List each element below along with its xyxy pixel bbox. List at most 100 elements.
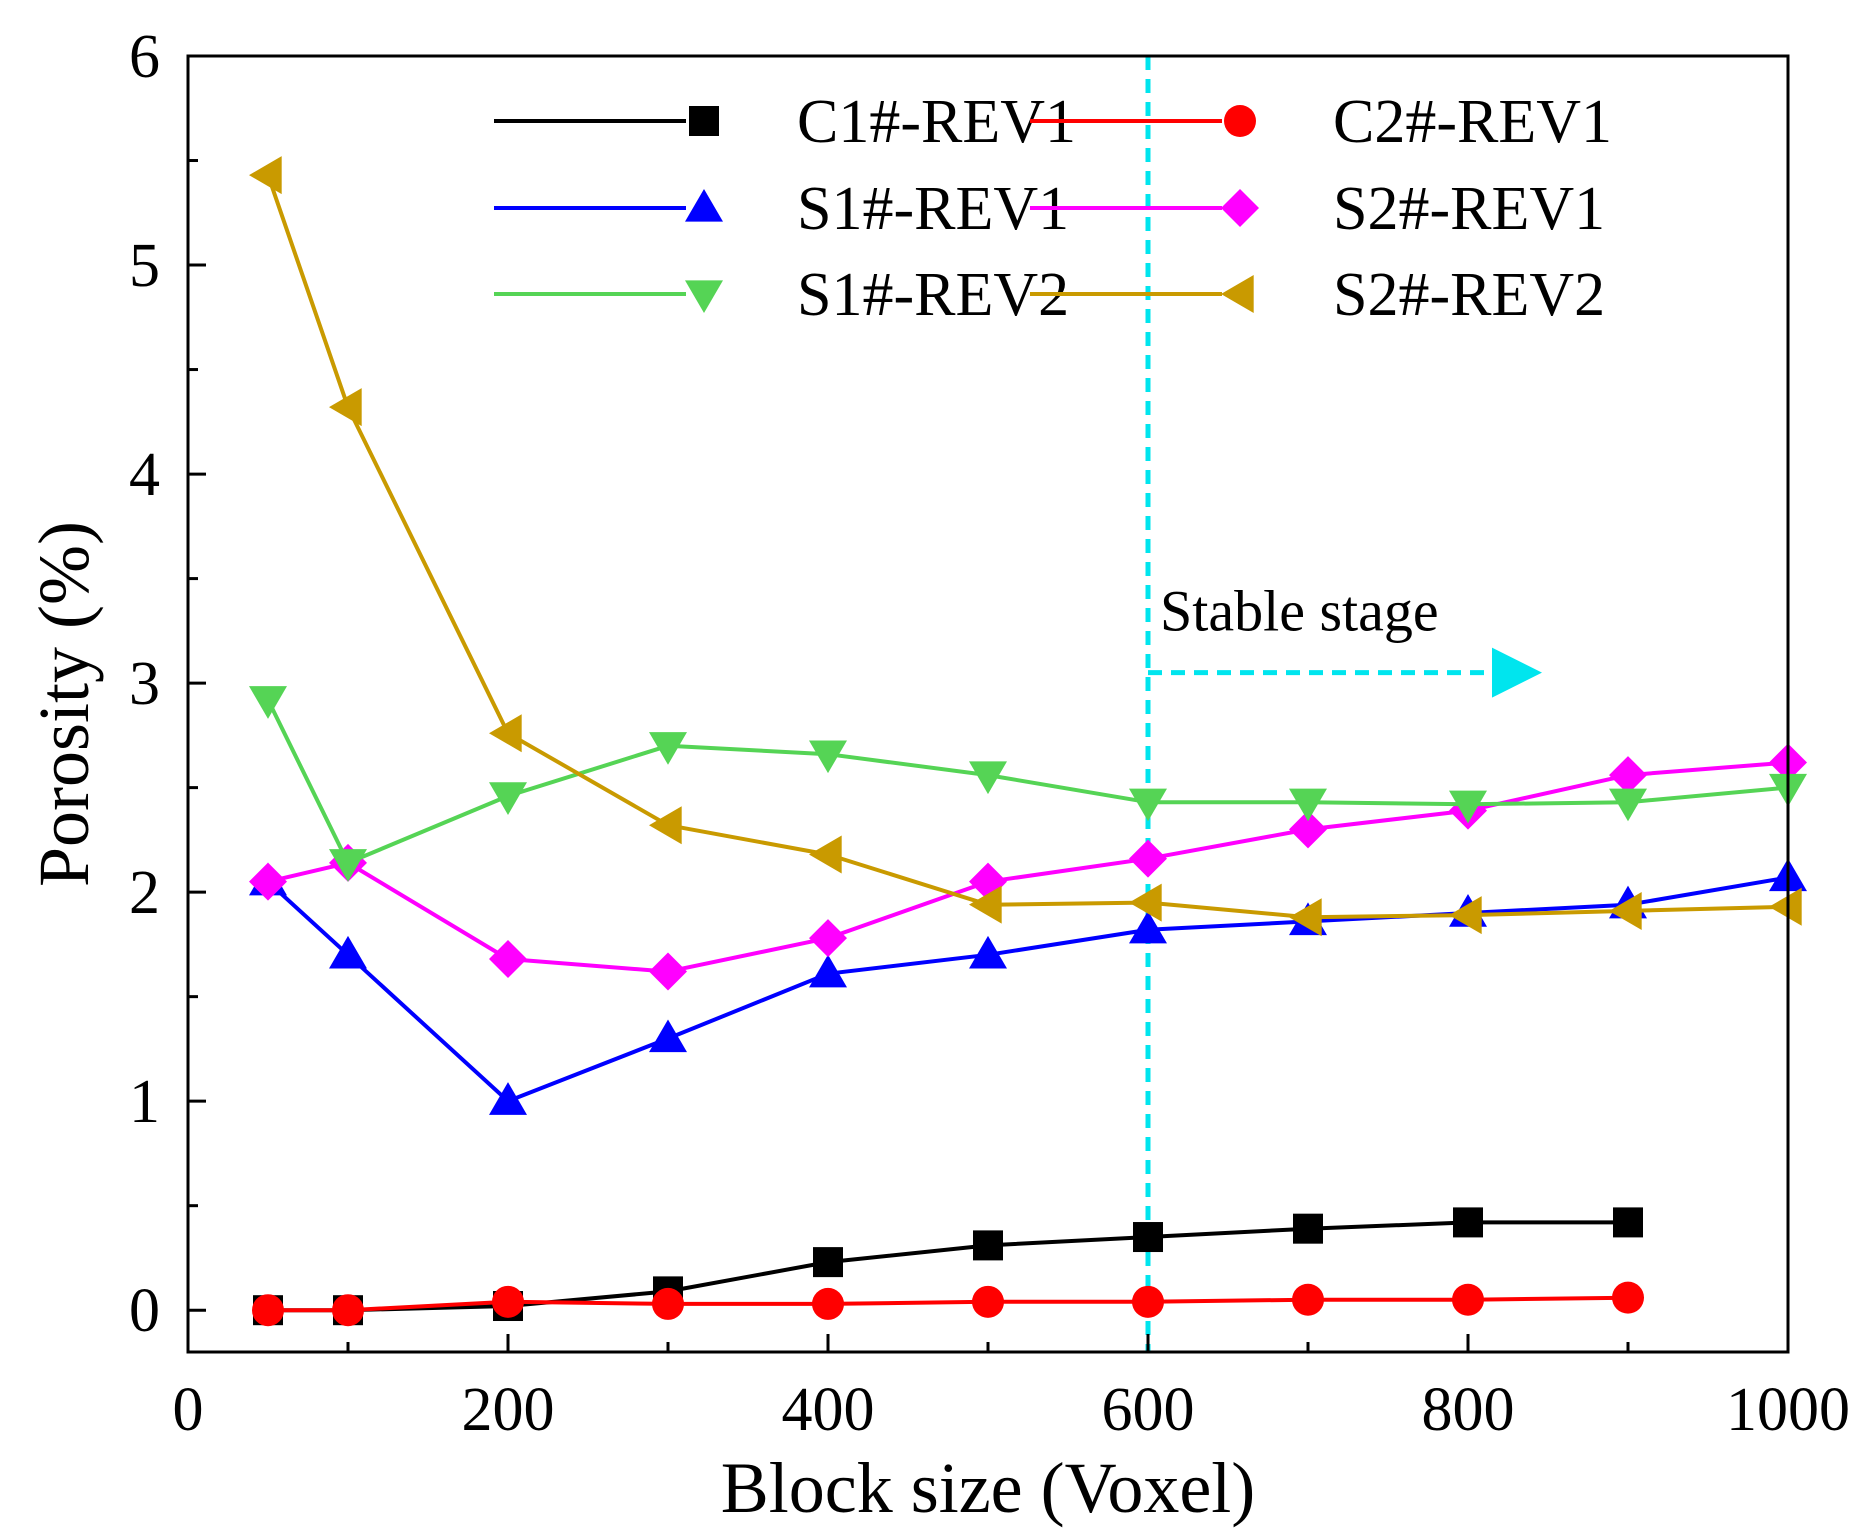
y-tick-label-5: 5 (129, 232, 160, 300)
legend-marker-s2-rev1 (1221, 189, 1259, 227)
data-point-s1-rev2-x700 (1289, 788, 1327, 822)
data-point-s2-rev1-x300 (649, 952, 687, 991)
legend-marker-s1-rev1 (685, 189, 723, 222)
y-tick-label-4: 4 (129, 441, 160, 509)
legend-marker-s2-rev2 (1221, 275, 1254, 313)
y-tick-label-3: 3 (129, 650, 160, 718)
series-line-c2-rev1 (268, 1295, 1629, 1313)
plot-frame (186, 54, 1790, 1354)
data-point-s2-rev1-x400 (809, 919, 847, 958)
data-point-s2-rev2-x500 (969, 885, 1002, 924)
data-point-c2-rev1-x800 (1452, 1283, 1484, 1316)
data-point-s1-rev2-x50 (249, 686, 287, 719)
legend-marker-c1-rev1 (689, 106, 719, 136)
x-tick-label-1000: 1000 (1726, 1376, 1850, 1444)
legend-item-s1-rev1: S1#-REV1 (494, 175, 1069, 243)
data-point-s1-rev2-x300 (649, 732, 687, 765)
legend-label-s1-rev1: S1#-REV1 (797, 175, 1069, 243)
series-s1-rev1 (249, 858, 1807, 1115)
x-tick-label-800: 800 (1422, 1376, 1515, 1444)
data-point-c2-rev1-x600 (1132, 1285, 1164, 1318)
y-tick-label-6: 6 (129, 23, 160, 91)
legend-item-c2-rev1: C2#-REV1 (1030, 88, 1612, 156)
data-point-c2-rev1-x400 (812, 1287, 844, 1320)
data-point-c1-rev1-x900 (1613, 1207, 1643, 1238)
data-point-s1-rev2-x500 (969, 761, 1007, 795)
y-tick-label-1: 1 (129, 1068, 160, 1136)
series-s2-rev2 (249, 156, 1802, 937)
legend-item-s2-rev1: S2#-REV1 (1030, 175, 1605, 243)
data-point-s2-rev1-x600 (1129, 839, 1167, 878)
data-point-s2-rev2-x300 (649, 806, 682, 845)
data-point-s2-rev2-x600 (1129, 883, 1162, 922)
stable-stage-label: Stable stage (1160, 579, 1439, 644)
series-line-c1-rev1 (268, 1220, 1628, 1313)
data-point-c2-rev1-x900 (1612, 1281, 1644, 1314)
data-point-c2-rev1-x200 (492, 1285, 524, 1318)
legend-label-c1-rev1: C1#-REV1 (797, 88, 1076, 156)
legend-item-s2-rev2: S2#-REV2 (1030, 261, 1605, 329)
data-point-s2-rev2-x700 (1289, 898, 1322, 937)
data-point-s1-rev1-x500 (969, 935, 1007, 969)
legend-item-c1-rev1: C1#-REV1 (494, 88, 1076, 156)
data-point-s2-rev2-x400 (809, 835, 842, 874)
series-c1-rev1 (253, 1207, 1643, 1326)
data-point-c1-rev1-x800 (1453, 1207, 1483, 1238)
series-c2-rev1 (252, 1281, 1644, 1327)
legend-marker-s1-rev2 (685, 280, 723, 313)
data-point-s1-rev2-x800 (1449, 790, 1487, 824)
data-point-s1-rev2-x100 (329, 849, 367, 882)
data-point-s2-rev1-x50 (249, 862, 287, 901)
data-point-c1-rev1-x500 (973, 1230, 1003, 1261)
data-point-c1-rev1-x700 (1293, 1213, 1323, 1244)
legend-label-s1-rev2: S1#-REV2 (797, 261, 1069, 329)
series-layer (249, 156, 1807, 1327)
x-axis-title: Block size (Voxel) (721, 1448, 1256, 1528)
y-tick-label-2: 2 (129, 859, 160, 927)
data-point-s1-rev1-x300 (649, 1019, 687, 1053)
data-point-s1-rev2-x200 (489, 782, 527, 815)
series-s2-rev1 (249, 743, 1807, 991)
data-point-s2-rev1-x700 (1289, 810, 1327, 849)
data-point-s2-rev1-x900 (1609, 756, 1647, 795)
legend-marker-c2-rev1 (1224, 105, 1256, 137)
data-point-c1-rev1-x600 (1133, 1222, 1163, 1253)
x-tick-label-400: 400 (782, 1376, 875, 1444)
x-axis: 0 200 400 600 800 1000 (173, 1334, 1850, 1444)
data-point-c2-rev1-x50 (252, 1294, 284, 1327)
x-tick-label-600: 600 (1102, 1376, 1195, 1444)
legend-label-s2-rev1: S2#-REV1 (1333, 175, 1605, 243)
data-point-c1-rev1-x400 (813, 1247, 843, 1278)
data-point-c2-rev1-x300 (652, 1287, 684, 1320)
data-point-s1-rev2-x600 (1129, 788, 1167, 822)
x-tick-label-0: 0 (173, 1376, 204, 1444)
data-point-s2-rev2-x1000 (1769, 887, 1802, 926)
data-point-s2-rev2-x50 (249, 156, 282, 195)
data-point-c2-rev1-x100 (332, 1294, 364, 1327)
data-point-s1-rev2-x400 (809, 740, 847, 774)
data-point-s2-rev2-x800 (1449, 896, 1482, 935)
y-axis-title: Porosity (%) (24, 521, 104, 887)
data-point-s2-rev1-x200 (489, 940, 527, 979)
series-line-s1-rev2 (266, 698, 1789, 865)
series-s1-rev2 (249, 686, 1807, 882)
data-point-s2-rev2-x100 (329, 388, 362, 427)
legend-label-s2-rev2: S2#-REV2 (1333, 261, 1605, 329)
data-point-s1-rev1-x200 (489, 1082, 527, 1115)
data-point-s2-rev2-x900 (1609, 891, 1642, 930)
x-tick-label-200: 200 (462, 1376, 555, 1444)
data-point-s1-rev1-x100 (329, 935, 367, 969)
data-point-s1-rev1-x600 (1129, 910, 1167, 944)
annotation-layer: Stable stage (1145, 56, 1542, 1352)
legend-item-s1-rev2: S1#-REV2 (494, 261, 1069, 329)
data-point-s1-rev1-x400 (809, 954, 847, 988)
y-tick-label-0: 0 (129, 1277, 160, 1345)
y-axis: 0 1 2 3 4 5 6 (129, 23, 206, 1345)
data-point-c2-rev1-x500 (972, 1285, 1004, 1318)
legend-label-c2-rev1: C2#-REV1 (1333, 88, 1612, 156)
data-point-c2-rev1-x700 (1292, 1283, 1324, 1316)
data-point-s2-rev2-x200 (489, 714, 522, 753)
legend: C1#-REV1 C2#-REV1 S1#-REV1 S2#-REV1 S1#-REV2… (494, 88, 1612, 329)
data-point-s1-rev2-x900 (1609, 788, 1647, 822)
